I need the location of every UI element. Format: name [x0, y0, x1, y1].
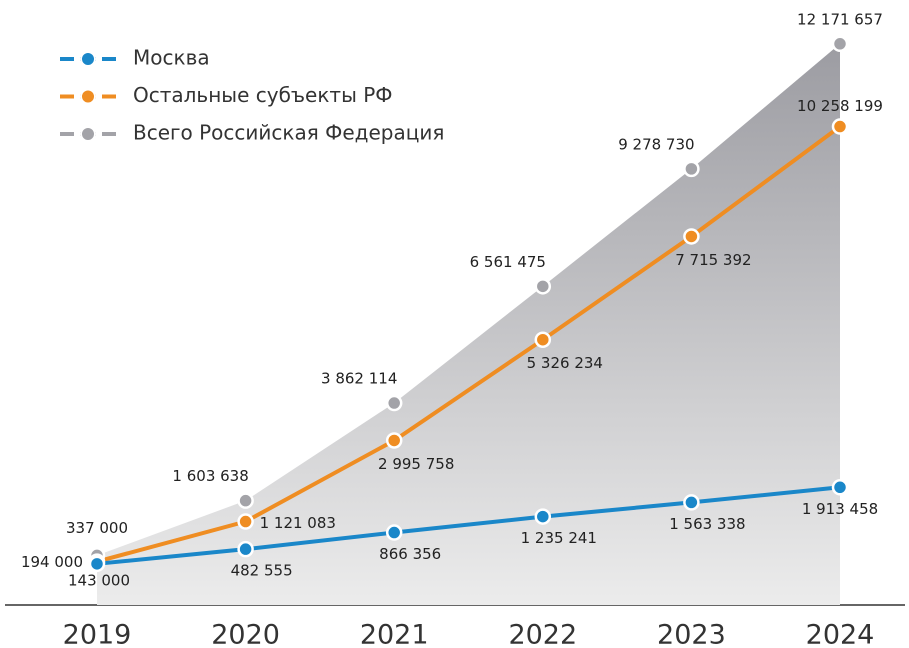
value-label: 12 171 657 [797, 10, 883, 28]
value-label: 1 603 638 [172, 467, 248, 485]
value-label: 7 715 392 [675, 251, 751, 269]
value-label: 482 555 [231, 562, 293, 580]
value-label: 1 913 458 [802, 500, 878, 518]
point [534, 331, 552, 348]
value-label: 1 563 338 [669, 515, 745, 533]
area [97, 43, 840, 605]
value-label: 6 561 475 [470, 253, 546, 271]
value-label: 2 995 758 [378, 455, 454, 473]
point [385, 432, 403, 449]
x-tick-label: 2024 [806, 620, 875, 648]
point [831, 479, 849, 496]
legend-dot [80, 51, 96, 67]
point [385, 524, 403, 541]
legend-dot [80, 88, 96, 105]
point [831, 118, 849, 135]
legend-dot [80, 126, 96, 142]
value-label: 10 258 199 [797, 97, 883, 115]
line [96, 485, 841, 566]
value-label: 1 121 083 [260, 514, 336, 532]
value-label: 3 862 114 [321, 370, 397, 388]
value-label: 337 000 [66, 519, 128, 537]
x-tick-label: 2019 [63, 620, 132, 648]
x-tick-label: 2022 [508, 620, 577, 648]
legend-label: Остальные субъекты РФ [133, 83, 393, 107]
value-label: 143 000 [68, 571, 130, 589]
point [534, 278, 552, 295]
point [237, 492, 254, 509]
point [237, 513, 254, 530]
point [831, 35, 849, 53]
line [96, 124, 842, 564]
point [683, 228, 700, 245]
point [385, 394, 403, 412]
legend-label: Всего Российская Федерация [133, 121, 444, 145]
x-tick-label: 2021 [360, 620, 429, 648]
point [683, 494, 700, 511]
point [534, 508, 552, 525]
legend-label: Москва [133, 46, 210, 70]
value-label: 9 278 730 [618, 135, 694, 153]
x-tick-label: 2023 [657, 620, 726, 648]
point [88, 555, 106, 573]
value-label: 194 000 [21, 553, 83, 571]
point [683, 160, 700, 178]
value-label: 866 356 [379, 545, 441, 563]
value-label: 1 235 241 [521, 529, 597, 547]
point [237, 540, 254, 558]
x-tick-label: 2020 [211, 620, 280, 648]
value-label: 5 326 234 [527, 354, 603, 372]
